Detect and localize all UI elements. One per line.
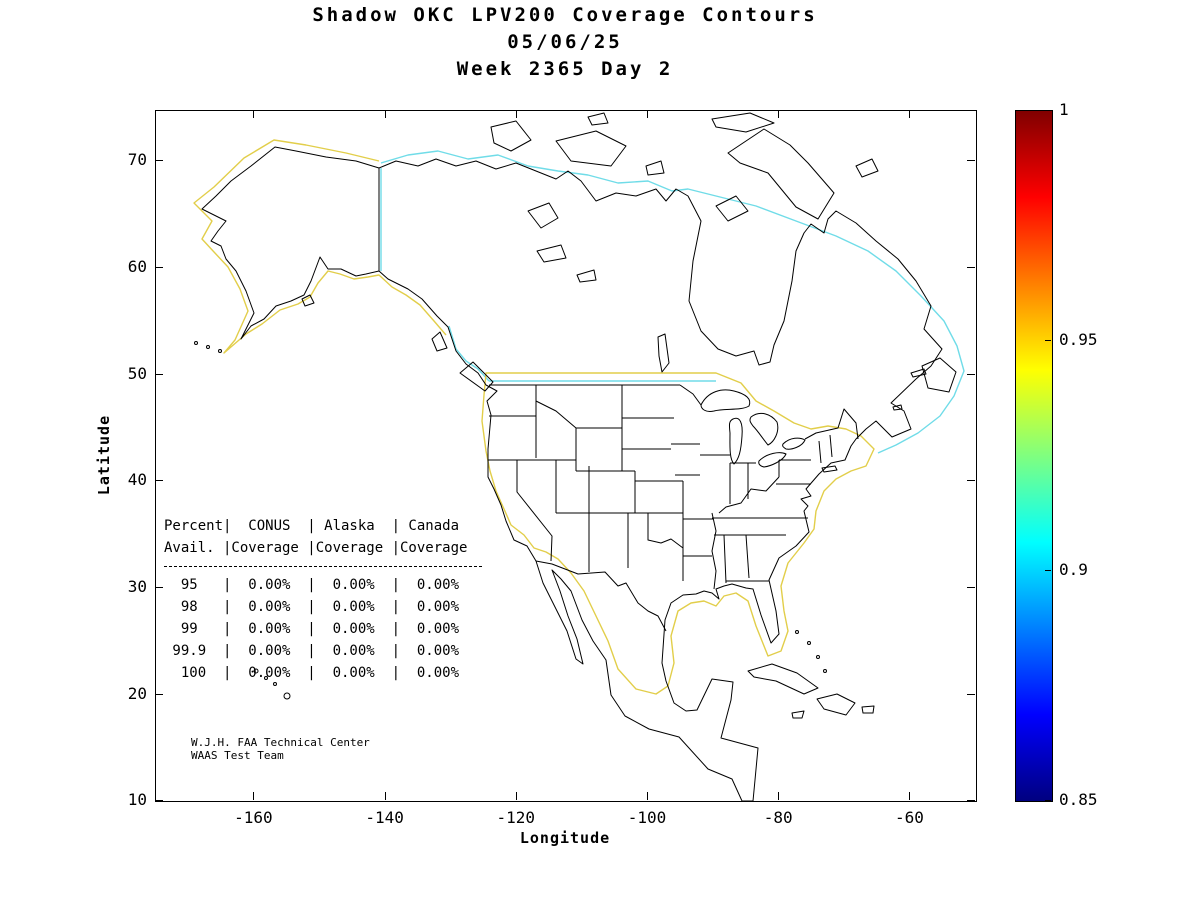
credit-line2: WAAS Test Team	[191, 749, 284, 762]
credit-line1: W.J.H. FAA Technical Center	[191, 736, 370, 749]
x-tick-label: -60	[894, 808, 924, 827]
coverage-table-header-row1: Percent| CONUS | Alaska | Canada	[164, 518, 476, 534]
colorbar-tick-label: 1	[1059, 100, 1069, 119]
y-tick-mark	[967, 586, 975, 588]
y-tick-label: 70	[127, 150, 147, 170]
chart-title-line2: 05/06/25	[507, 31, 623, 53]
y-tick-mark	[155, 586, 163, 588]
colorbar-tick-mark	[1045, 800, 1051, 801]
credit-block: W.J.H. FAA Technical Center WAAS Test Te…	[191, 736, 370, 762]
x-tick-mark	[253, 792, 255, 800]
colorbar-tick-mark	[1045, 340, 1051, 341]
coverage-table-row: 99.9 | 0.00% | 0.00% | 0.00%	[164, 643, 476, 659]
y-tick-mark	[155, 480, 163, 482]
colorbar-tick-mark	[1045, 570, 1051, 571]
chart-title: Shadow OKC LPV200 Coverage Contours 05/0…	[155, 2, 975, 83]
x-tick-mark	[384, 792, 386, 800]
y-tick-mark	[967, 373, 975, 375]
y-tick-label: 20	[127, 683, 147, 703]
coverage-table-separator	[164, 566, 482, 567]
y-tick-mark	[155, 267, 163, 268]
colorbar-tick-label: 0.9	[1059, 560, 1088, 579]
coverage-table: Percent| CONUS | Alaska | Canada Avail. …	[164, 515, 482, 684]
coverage-table-row: 98 | 0.00% | 0.00% | 0.00%	[164, 599, 476, 615]
colorbar-tick-label: 0.85	[1059, 790, 1098, 809]
coverage-table-row: 99 | 0.00% | 0.00% | 0.00%	[164, 621, 476, 637]
conus-alaska-contour	[193, 139, 875, 695]
x-tick-mark	[909, 110, 911, 118]
y-tick-label: 10	[127, 790, 147, 810]
x-axis-label: Longitude	[519, 829, 611, 847]
colorbar-tick-mark	[1045, 110, 1051, 111]
y-tick-label: 60	[127, 257, 147, 276]
plot-area: Percent| CONUS | Alaska | Canada Avail. …	[155, 110, 977, 802]
y-tick-mark	[967, 160, 975, 162]
y-tick-mark	[155, 693, 163, 695]
x-tick-mark	[909, 792, 911, 800]
x-tick-label: -160	[234, 808, 273, 827]
y-tick-mark	[967, 800, 975, 802]
colorbar-tick-label: 0.95	[1059, 330, 1098, 349]
y-tick-label: 40	[127, 470, 147, 490]
x-tick-mark	[515, 110, 517, 118]
y-tick-mark	[155, 373, 163, 375]
x-tick-mark	[778, 792, 780, 800]
x-tick-mark	[647, 110, 648, 118]
coverage-table-header-row2: Avail. |Coverage |Coverage |Coverage	[164, 540, 476, 556]
x-tick-label: -80	[763, 808, 793, 827]
y-tick-label: 50	[127, 363, 147, 383]
coastlines	[194, 112, 957, 801]
x-tick-mark	[778, 110, 780, 118]
chart-title-line1: Shadow OKC LPV200 Coverage Contours	[312, 4, 818, 26]
coverage-table-row: 100 | 0.00% | 0.00% | 0.00%	[164, 665, 476, 681]
coverage-table-row: 95 | 0.00% | 0.00% | 0.00%	[164, 577, 476, 593]
x-tick-label: -140	[365, 808, 404, 827]
y-tick-mark	[155, 800, 163, 802]
x-tick-mark	[384, 110, 386, 118]
chart-title-line3: Week 2365 Day 2	[456, 58, 674, 80]
north-america-map	[193, 112, 965, 801]
colorbar	[1015, 110, 1053, 802]
canada-contour	[380, 150, 965, 454]
x-tick-mark	[647, 792, 648, 800]
x-tick-label: -100	[627, 808, 667, 827]
x-tick-mark	[515, 792, 517, 800]
y-tick-mark	[967, 480, 975, 482]
y-tick-mark	[967, 267, 975, 268]
y-tick-mark	[967, 693, 975, 695]
y-tick-label: 30	[127, 576, 147, 596]
y-tick-mark	[155, 160, 163, 162]
x-tick-mark	[253, 110, 255, 118]
x-tick-label: -120	[496, 808, 536, 827]
